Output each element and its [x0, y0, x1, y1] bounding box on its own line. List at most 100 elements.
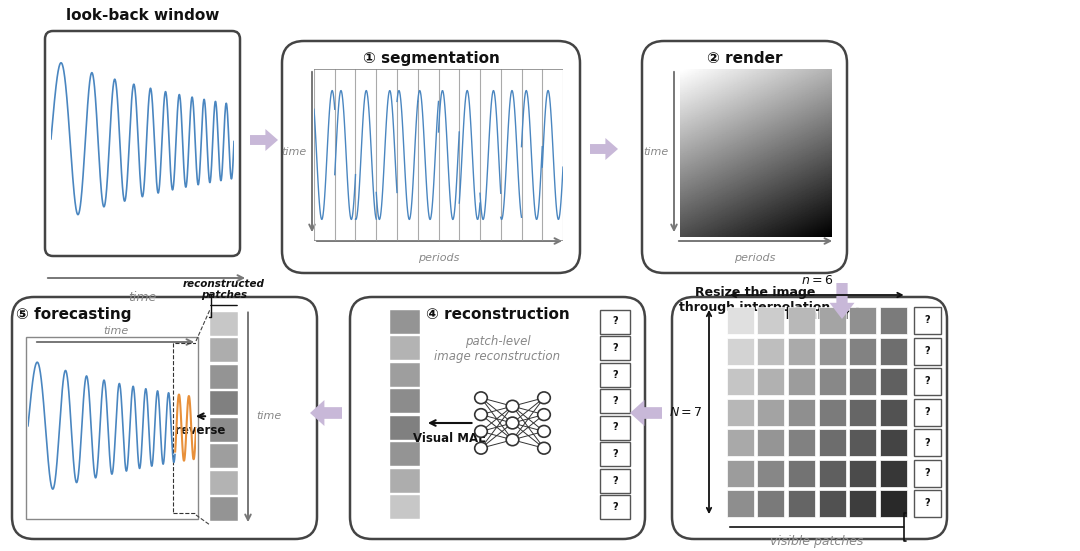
Text: ⑤ forecasting: ⑤ forecasting [16, 307, 132, 322]
FancyBboxPatch shape [727, 460, 754, 487]
FancyBboxPatch shape [788, 490, 815, 517]
FancyBboxPatch shape [600, 389, 630, 413]
FancyBboxPatch shape [757, 368, 784, 395]
Text: periods: periods [733, 253, 775, 263]
Polygon shape [249, 129, 278, 151]
FancyBboxPatch shape [210, 365, 238, 388]
FancyBboxPatch shape [600, 468, 630, 493]
FancyBboxPatch shape [350, 297, 645, 539]
FancyBboxPatch shape [757, 338, 784, 365]
Text: Visual MAE: Visual MAE [414, 432, 486, 445]
Text: ?: ? [924, 437, 930, 447]
Polygon shape [310, 400, 342, 426]
Circle shape [538, 409, 551, 420]
Text: ?: ? [612, 396, 618, 406]
FancyBboxPatch shape [879, 429, 906, 456]
Text: $N=7$: $N=7$ [670, 406, 703, 419]
FancyBboxPatch shape [849, 429, 876, 456]
Text: ?: ? [924, 499, 930, 509]
Text: ② render: ② render [706, 51, 782, 66]
Text: ?: ? [924, 376, 930, 386]
FancyBboxPatch shape [879, 398, 906, 425]
FancyBboxPatch shape [757, 429, 784, 456]
FancyBboxPatch shape [819, 307, 846, 334]
FancyBboxPatch shape [819, 429, 846, 456]
Text: patch-level
image reconstruction: patch-level image reconstruction [434, 335, 561, 363]
FancyBboxPatch shape [390, 415, 420, 440]
FancyBboxPatch shape [210, 311, 238, 336]
FancyBboxPatch shape [914, 368, 941, 395]
Text: time: time [644, 147, 669, 157]
Text: reconstructed
patches: reconstructed patches [184, 279, 265, 300]
Text: ?: ? [924, 407, 930, 417]
FancyBboxPatch shape [600, 310, 630, 333]
Polygon shape [590, 138, 618, 160]
Circle shape [475, 442, 487, 454]
FancyBboxPatch shape [642, 41, 847, 273]
FancyBboxPatch shape [879, 307, 906, 334]
Text: ?: ? [612, 502, 618, 512]
Text: ?: ? [612, 316, 618, 327]
FancyBboxPatch shape [788, 307, 815, 334]
Text: ?: ? [612, 370, 618, 380]
FancyBboxPatch shape [849, 338, 876, 365]
FancyBboxPatch shape [600, 442, 630, 466]
FancyBboxPatch shape [819, 460, 846, 487]
Circle shape [475, 392, 487, 404]
Text: look-back window: look-back window [66, 8, 219, 23]
Text: time: time [129, 291, 157, 304]
FancyBboxPatch shape [390, 468, 420, 493]
FancyBboxPatch shape [210, 391, 238, 415]
FancyBboxPatch shape [788, 338, 815, 365]
FancyBboxPatch shape [914, 460, 941, 487]
FancyBboxPatch shape [849, 460, 876, 487]
FancyBboxPatch shape [879, 490, 906, 517]
FancyBboxPatch shape [210, 338, 238, 362]
Text: reverse: reverse [175, 424, 226, 437]
Circle shape [475, 425, 487, 437]
FancyBboxPatch shape [757, 307, 784, 334]
FancyBboxPatch shape [390, 363, 420, 386]
Text: ?: ? [612, 343, 618, 353]
FancyBboxPatch shape [727, 429, 754, 456]
Circle shape [538, 425, 551, 437]
Bar [26, 337, 198, 519]
FancyBboxPatch shape [849, 307, 876, 334]
FancyBboxPatch shape [788, 429, 815, 456]
FancyBboxPatch shape [727, 368, 754, 395]
FancyBboxPatch shape [879, 368, 906, 395]
FancyBboxPatch shape [390, 389, 420, 413]
FancyBboxPatch shape [914, 398, 941, 425]
FancyBboxPatch shape [600, 336, 630, 360]
FancyBboxPatch shape [914, 429, 941, 456]
FancyBboxPatch shape [914, 490, 941, 517]
Circle shape [507, 401, 518, 412]
FancyBboxPatch shape [600, 363, 630, 386]
FancyBboxPatch shape [819, 368, 846, 395]
Text: time: time [282, 147, 307, 157]
FancyBboxPatch shape [210, 471, 238, 494]
FancyBboxPatch shape [727, 490, 754, 517]
FancyBboxPatch shape [45, 31, 240, 256]
Text: ?: ? [924, 346, 930, 356]
FancyBboxPatch shape [819, 338, 846, 365]
Circle shape [538, 392, 551, 404]
FancyBboxPatch shape [914, 307, 941, 334]
Text: ?: ? [924, 468, 930, 478]
FancyBboxPatch shape [849, 368, 876, 395]
Text: ?: ? [612, 449, 618, 459]
Circle shape [538, 442, 551, 454]
FancyBboxPatch shape [757, 490, 784, 517]
FancyBboxPatch shape [879, 460, 906, 487]
FancyBboxPatch shape [210, 444, 238, 468]
FancyBboxPatch shape [727, 307, 754, 334]
FancyBboxPatch shape [390, 336, 420, 360]
FancyBboxPatch shape [282, 41, 580, 273]
Circle shape [507, 434, 518, 446]
FancyBboxPatch shape [788, 460, 815, 487]
FancyBboxPatch shape [849, 398, 876, 425]
FancyBboxPatch shape [788, 398, 815, 425]
Text: $n=6$: $n=6$ [800, 274, 833, 287]
FancyBboxPatch shape [210, 497, 238, 521]
Text: time: time [103, 326, 129, 336]
